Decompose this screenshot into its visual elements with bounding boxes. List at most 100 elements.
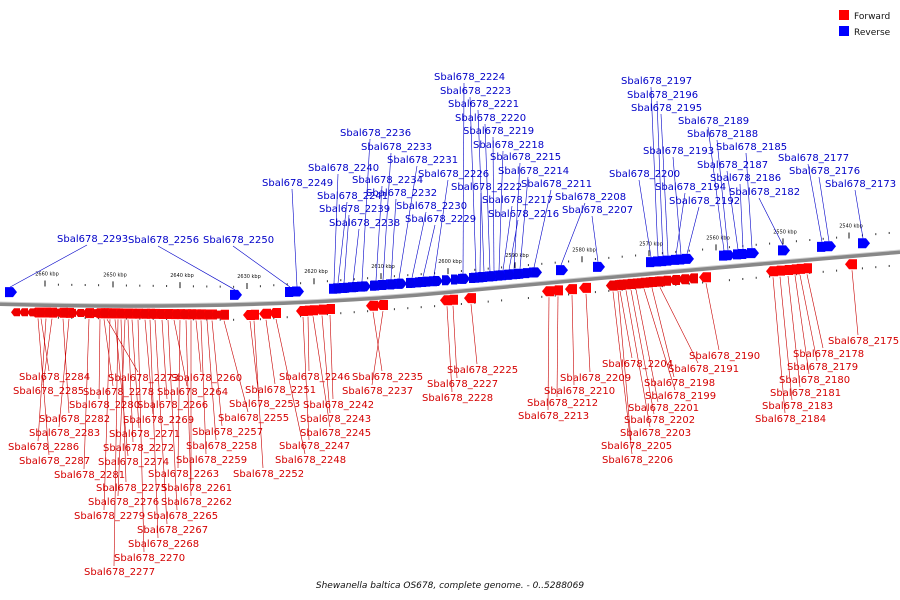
forward-gene-label[interactable]: Sbal678_2258 [186,441,257,452]
reverse-gene-label[interactable]: Sbal678_2197 [621,76,692,87]
reverse-gene-arrow[interactable] [593,261,605,272]
forward-gene-label[interactable]: Sbal678_2179 [787,362,858,373]
forward-gene-label[interactable]: Sbal678_2273 [108,373,179,384]
reverse-gene-label[interactable]: Sbal678_2241 [317,191,388,202]
forward-gene-label[interactable]: Sbal678_2237 [342,386,413,397]
reverse-gene-label[interactable]: Sbal678_2234 [352,175,423,186]
forward-gene-label[interactable]: Sbal678_2270 [114,553,185,564]
forward-gene-arrow[interactable] [579,282,591,293]
reverse-gene-arrow[interactable] [292,286,304,297]
forward-gene-label[interactable]: Sbal678_2175 [828,336,899,347]
forward-gene-label[interactable]: Sbal678_2205 [601,441,672,452]
reverse-gene-label[interactable]: Sbal678_2230 [396,201,467,212]
forward-gene-label[interactable]: Sbal678_2276 [88,497,159,508]
forward-gene-arrow[interactable] [845,259,857,270]
forward-gene-arrow[interactable] [800,263,812,274]
forward-gene-label[interactable]: Sbal678_2267 [137,525,208,536]
forward-gene-label[interactable]: Sbal678_2202 [624,415,695,426]
forward-gene-label[interactable]: Sbal678_2245 [300,428,371,439]
forward-gene-label[interactable]: Sbal678_2286 [8,442,79,453]
forward-gene-label[interactable]: Sbal678_2181 [770,388,841,399]
reverse-gene-arrow[interactable] [556,265,568,276]
reverse-gene-arrow[interactable] [682,253,694,264]
reverse-gene-label[interactable]: Sbal678_2215 [490,152,561,163]
forward-gene-label[interactable]: Sbal678_2280 [69,400,140,411]
reverse-gene-label[interactable]: Sbal678_2185 [716,142,787,153]
forward-gene-label[interactable]: Sbal678_2257 [192,427,263,438]
forward-gene-label[interactable]: Sbal678_2261 [161,483,232,494]
forward-gene-label[interactable]: Sbal678_2272 [103,443,174,454]
forward-gene-label[interactable]: Sbal678_2206 [602,455,673,466]
forward-gene-arrow[interactable] [323,304,335,314]
reverse-gene-label[interactable]: Sbal678_2182 [729,187,800,198]
reverse-gene-arrow[interactable] [230,289,242,300]
reverse-gene-label[interactable]: Sbal678_2236 [340,128,411,139]
reverse-gene-label[interactable]: Sbal678_2208 [555,192,626,203]
reverse-gene-label[interactable]: Sbal678_2176 [789,166,860,177]
forward-gene-label[interactable]: Sbal678_2268 [128,539,199,550]
forward-gene-label[interactable]: Sbal678_2279 [74,511,145,522]
forward-gene-label[interactable]: Sbal678_2198 [644,378,715,389]
reverse-gene-label[interactable]: Sbal678_2196 [627,90,698,101]
forward-gene-label[interactable]: Sbal678_2252 [233,469,304,480]
reverse-gene-label[interactable]: Sbal678_2221 [448,99,519,110]
forward-gene-label[interactable]: Sbal678_2253 [229,399,300,410]
reverse-gene-label[interactable]: Sbal678_2239 [319,204,390,215]
reverse-gene-label[interactable]: Sbal678_2194 [655,182,726,193]
reverse-gene-label[interactable]: Sbal678_2293 [57,234,128,245]
forward-gene-label[interactable]: Sbal678_2178 [793,349,864,360]
forward-gene-label[interactable]: Sbal678_2262 [161,497,232,508]
forward-gene-label[interactable]: Sbal678_2281 [54,470,125,481]
reverse-gene-label[interactable]: Sbal678_2187 [697,160,768,171]
forward-gene-arrow[interactable] [247,309,259,320]
reverse-gene-label[interactable]: Sbal678_2216 [488,209,559,220]
forward-gene-label[interactable]: Sbal678_2246 [279,372,350,383]
forward-gene-label[interactable]: Sbal678_2210 [544,386,615,397]
reverse-gene-label[interactable]: Sbal678_2214 [498,166,569,177]
reverse-gene-label[interactable]: Sbal678_2250 [203,235,274,246]
forward-gene-arrow[interactable] [315,304,327,315]
forward-gene-label[interactable]: Sbal678_2242 [303,400,374,411]
forward-gene-label[interactable]: Sbal678_2204 [602,359,673,370]
reverse-gene-label[interactable]: Sbal678_2220 [455,113,526,124]
forward-gene-label[interactable]: Sbal678_2263 [148,469,219,480]
reverse-gene-label[interactable]: Sbal678_2222 [451,182,522,193]
forward-gene-label[interactable]: Sbal678_2248 [275,455,346,466]
reverse-gene-label[interactable]: Sbal678_2229 [405,214,476,225]
forward-gene-label[interactable]: Sbal678_2283 [29,428,100,439]
reverse-gene-label[interactable]: Sbal678_2238 [329,218,400,229]
forward-gene-arrow[interactable] [446,294,458,305]
forward-gene-label[interactable]: Sbal678_2191 [668,364,739,375]
reverse-gene-arrow[interactable] [723,250,735,261]
forward-gene-label[interactable]: Sbal678_2213 [518,411,589,422]
reverse-gene-label[interactable]: Sbal678_2177 [778,153,849,164]
forward-gene-label[interactable]: Sbal678_2255 [218,413,289,424]
reverse-gene-label[interactable]: Sbal678_2192 [669,196,740,207]
forward-gene-label[interactable]: Sbal678_2265 [147,511,218,522]
forward-gene-arrow[interactable] [376,300,388,311]
reverse-gene-label[interactable]: Sbal678_2232 [366,188,437,199]
forward-gene-label[interactable]: Sbal678_2227 [427,379,498,390]
reverse-gene-arrow[interactable] [778,245,790,256]
forward-gene-label[interactable]: Sbal678_2199 [645,391,716,402]
reverse-gene-arrow[interactable] [858,238,870,249]
forward-gene-label[interactable]: Sbal678_2190 [689,351,760,362]
reverse-gene-label[interactable]: Sbal678_2211 [521,179,592,190]
reverse-gene-label[interactable]: Sbal678_2256 [128,235,199,246]
forward-gene-arrow[interactable] [259,308,271,319]
reverse-gene-label[interactable]: Sbal678_2188 [687,129,758,140]
forward-gene-arrow[interactable] [699,272,711,283]
forward-gene-arrow[interactable] [366,300,378,311]
forward-gene-label[interactable]: Sbal678_2251 [245,385,316,396]
reverse-gene-label[interactable]: Sbal678_2240 [308,163,379,174]
reverse-gene-label[interactable]: Sbal678_2200 [609,169,680,180]
forward-gene-arrow[interactable] [464,293,476,304]
reverse-gene-arrow[interactable] [824,241,836,252]
forward-gene-arrow[interactable] [551,285,563,296]
forward-gene-label[interactable]: Sbal678_2209 [560,373,631,384]
reverse-gene-label[interactable]: Sbal678_2223 [440,86,511,97]
forward-gene-label[interactable]: Sbal678_2277 [84,567,155,578]
forward-gene-label[interactable]: Sbal678_2225 [447,365,518,376]
forward-gene-label[interactable]: Sbal678_2212 [527,398,598,409]
forward-gene-label[interactable]: Sbal678_2243 [300,414,371,425]
